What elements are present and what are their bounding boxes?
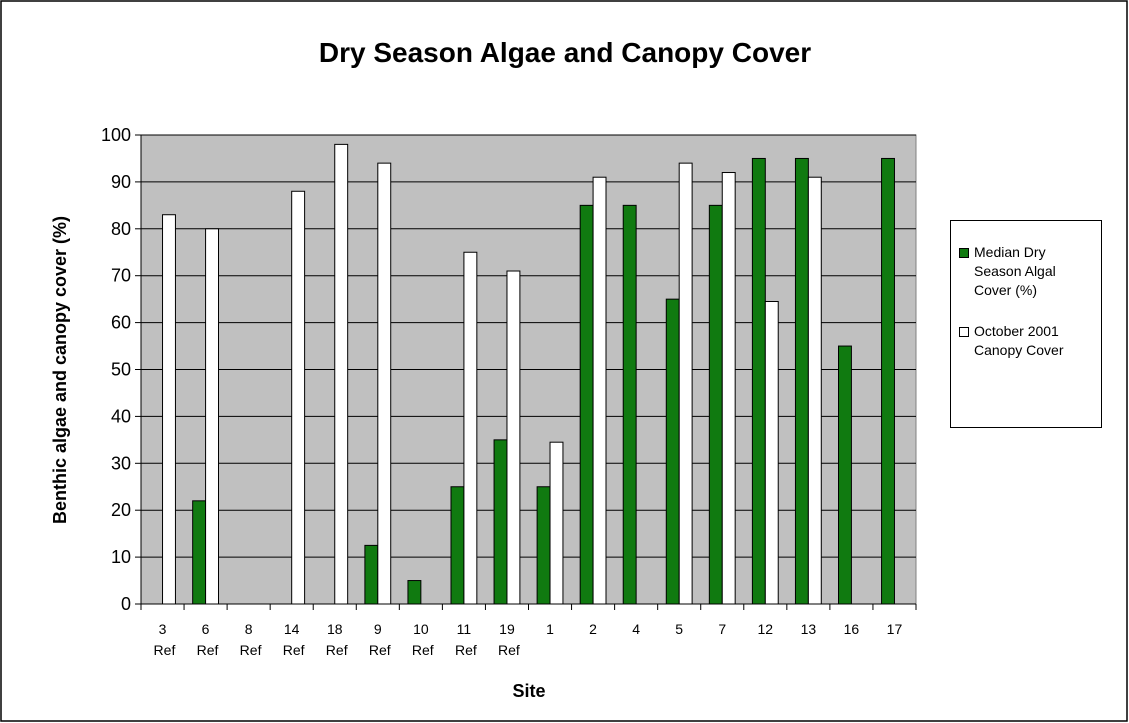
bar — [450, 486, 465, 605]
y-tick-label: 50 — [111, 360, 131, 380]
bar — [493, 439, 508, 605]
x-axis-label: Site — [512, 681, 545, 701]
x-tick-label: 9 Ref — [365, 621, 391, 658]
y-axis-label: Benthic algae and canopy cover (%) — [50, 216, 70, 524]
x-tick-label: 17 — [887, 621, 903, 637]
x-tick-label: 8 Ref — [236, 621, 262, 658]
bar — [721, 172, 736, 605]
x-tick-label: 5 — [675, 621, 683, 637]
x-tick-label: 4 — [632, 621, 640, 637]
legend-swatch — [959, 327, 969, 337]
x-tick-label: 1 — [546, 621, 554, 637]
y-tick-label: 0 — [121, 594, 131, 614]
y-tick-label: 30 — [111, 453, 131, 473]
bar — [205, 228, 219, 605]
y-tick-label: 10 — [111, 547, 131, 567]
y-tick-label: 70 — [111, 266, 131, 286]
bar — [622, 204, 637, 605]
bar — [463, 251, 478, 605]
x-tick-label: 13 — [801, 621, 817, 637]
x-tick-label: 6 Ref — [193, 621, 219, 658]
x-tick-label: 3 Ref — [150, 621, 176, 658]
x-tick-label: 2 — [589, 621, 597, 637]
x-tick-label: 7 — [718, 621, 726, 637]
bar — [162, 214, 176, 605]
x-tick-label: 14 Ref — [279, 621, 305, 658]
bar — [536, 486, 551, 605]
y-tick-label: 90 — [111, 172, 131, 192]
x-tick-label: 18 Ref — [322, 621, 348, 658]
bar — [751, 157, 766, 605]
bar — [407, 580, 422, 605]
legend-label: Median Dry Season Algal Cover (%) — [974, 244, 1056, 298]
legend-item: October 2001 Canopy Cover — [959, 322, 1093, 360]
bar — [764, 300, 779, 605]
bar — [192, 500, 207, 605]
legend: Median Dry Season Algal Cover (%) October… — [950, 220, 1102, 428]
y-tick-label: 40 — [111, 406, 131, 426]
bar — [794, 157, 809, 605]
legend-label: October 2001 Canopy Cover — [974, 323, 1064, 358]
bar — [334, 143, 349, 605]
bar — [881, 157, 895, 605]
x-tick-label: 11 Ref — [451, 621, 477, 658]
y-tick-label: 100 — [101, 125, 131, 145]
legend-item: Median Dry Season Algal Cover (%) — [959, 243, 1093, 300]
bar — [807, 176, 822, 605]
x-tick-label: 19 Ref — [494, 621, 520, 658]
bar — [377, 162, 392, 605]
bar — [665, 298, 680, 605]
bar — [678, 162, 693, 605]
bar — [592, 176, 607, 605]
bar — [506, 270, 521, 605]
x-tick-label: 16 — [844, 621, 860, 637]
bar — [364, 544, 379, 605]
bar — [579, 204, 594, 605]
y-tick-label: 20 — [111, 500, 131, 520]
bar — [291, 190, 306, 605]
y-tick-label: 80 — [111, 219, 131, 239]
bar — [549, 441, 564, 605]
legend-swatch — [959, 248, 969, 258]
bar — [838, 345, 852, 605]
chart-title: Dry Season Algae and Canopy Cover — [319, 37, 811, 68]
y-tick-label: 60 — [111, 313, 131, 333]
x-tick-label: 10 Ref — [408, 621, 434, 658]
x-tick-label: 12 — [758, 621, 774, 637]
bar — [708, 204, 723, 605]
